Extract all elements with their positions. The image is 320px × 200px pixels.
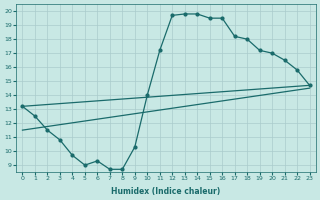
X-axis label: Humidex (Indice chaleur): Humidex (Indice chaleur): [111, 187, 221, 196]
